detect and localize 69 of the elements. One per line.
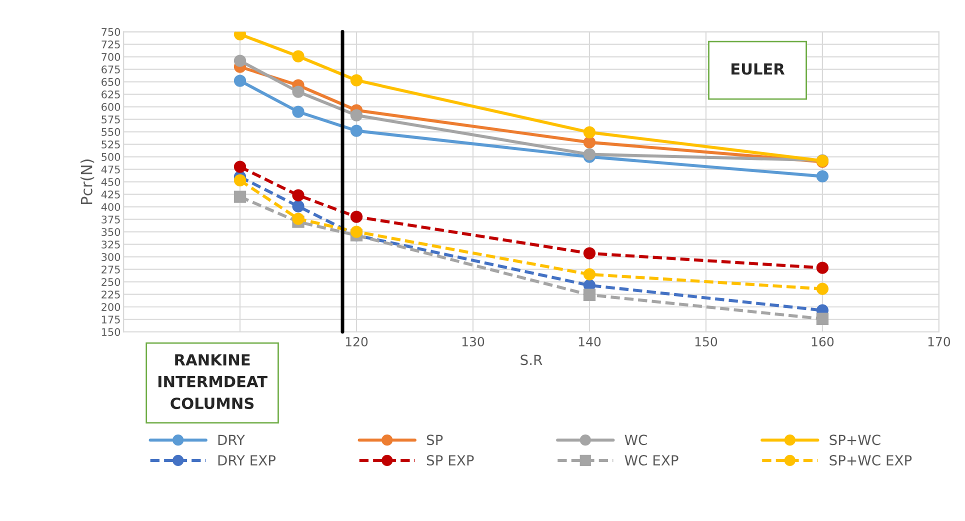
y-tick-label: 400 [101, 203, 120, 211]
y-tick-label: 750 [102, 28, 120, 36]
legend-label: DRY [218, 434, 245, 445]
y-tick-label: 600 [102, 103, 120, 111]
point [583, 247, 596, 260]
point [292, 50, 304, 62]
point [234, 74, 246, 87]
y-axis-title: Pcr(N) [80, 160, 94, 204]
text: RANKINE INTERMDEAT COLUMNS [158, 354, 268, 410]
point [292, 189, 304, 202]
point [816, 262, 829, 274]
legend-label: SP EXP [426, 455, 474, 466]
point [583, 126, 596, 138]
legend-label: SP+WC [830, 434, 880, 446]
point [583, 268, 596, 280]
point [816, 170, 829, 182]
point [583, 288, 596, 301]
point [350, 124, 363, 137]
legend-label: WC [624, 434, 647, 446]
legend-label: SP+WC EXP [830, 455, 912, 466]
x-axis-title: S.R [520, 354, 542, 366]
y-tick-label: 700 [102, 53, 120, 61]
legend-label: WC EXP [624, 455, 678, 466]
y-tick-label: 325 [102, 240, 120, 248]
y-tick-label: 275 [102, 266, 120, 274]
point [234, 190, 246, 203]
point [292, 86, 304, 98]
x-tick-label: 130 [462, 336, 484, 346]
point [816, 282, 829, 295]
y-tick-label: 350 [102, 228, 120, 236]
point [350, 210, 363, 223]
point [583, 148, 596, 160]
x-tick-label: 140 [578, 336, 601, 346]
point [234, 160, 246, 173]
x-tick-label: 160 [812, 336, 834, 346]
legend-label: DRY EXP [218, 455, 276, 466]
y-tick-label: 500 [102, 153, 120, 161]
y-tick-label: 475 [101, 166, 120, 174]
y-tick-label: 175 [102, 316, 120, 324]
point [292, 106, 304, 118]
y-tick-label: 450 [101, 178, 120, 186]
point [583, 136, 596, 148]
x-tick-label: 120 [346, 336, 368, 346]
y-tick-label: 425 [101, 190, 120, 198]
point [350, 109, 363, 122]
y-tick-label: 150 [102, 328, 120, 336]
y-tick-label: 375 [102, 216, 120, 224]
y-tick-label: 625 [102, 90, 120, 98]
point [234, 174, 246, 186]
y-tick-label: 525 [102, 140, 120, 148]
point [234, 54, 246, 67]
point [292, 212, 304, 225]
y-tick-label: 650 [102, 78, 120, 86]
point [816, 312, 829, 325]
legend-label: SP [426, 434, 443, 446]
y-tick-label: 300 [102, 253, 120, 261]
annotation: EULER [732, 63, 785, 75]
y-tick-label: 575 [102, 116, 120, 124]
point [350, 74, 363, 86]
y-tick-label: 225 [102, 290, 120, 298]
y-tick-label: 200 [102, 303, 120, 311]
point [292, 200, 304, 212]
point [350, 226, 363, 238]
y-tick-label: 550 [102, 128, 120, 136]
x-tick-label: 170 [928, 336, 950, 346]
y-tick-label: 725 [102, 40, 120, 48]
y-tick-label: 250 [102, 278, 120, 286]
x-tick-label: 150 [695, 336, 718, 346]
y-tick-label: 675 [102, 66, 120, 74]
